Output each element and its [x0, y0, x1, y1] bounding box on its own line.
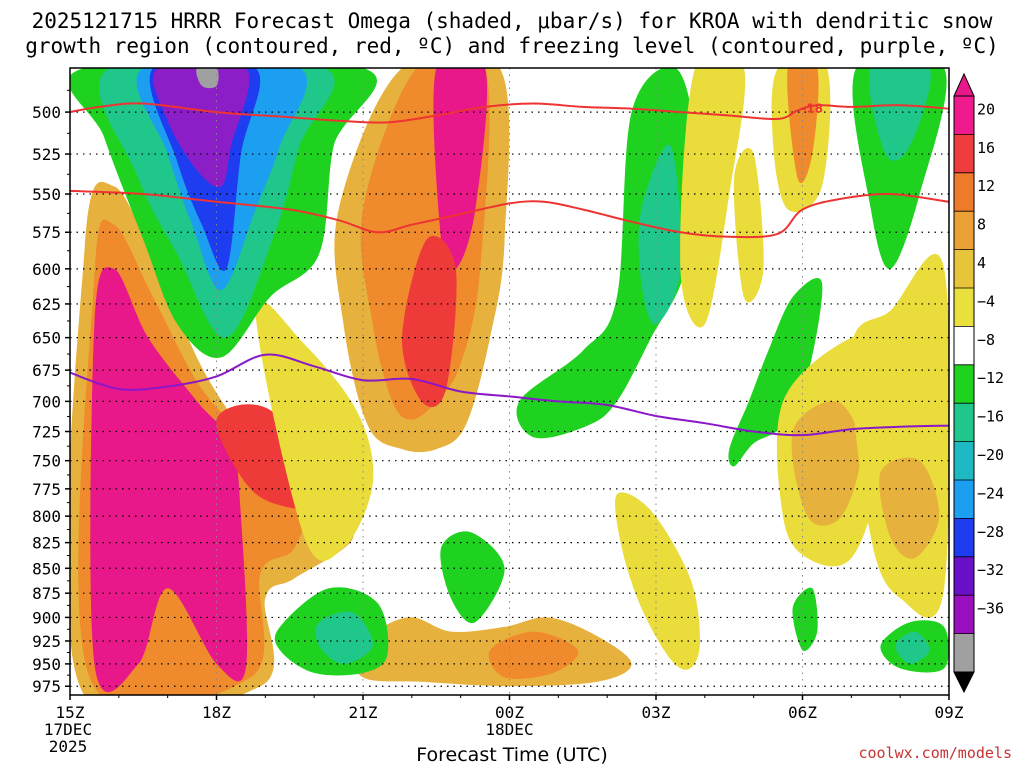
- colorbar-bin-4: [954, 249, 974, 289]
- y-tick-label: 900: [32, 608, 61, 627]
- y-tick-label: 925: [32, 632, 61, 651]
- omega-region-20: [516, 68, 696, 439]
- omega-region-25: [787, 68, 819, 184]
- y-tick-label: 525: [32, 145, 61, 164]
- x-tick-label: 21Z: [349, 703, 378, 722]
- y-tick-label: 675: [32, 361, 61, 380]
- x-tick-sublabel: 18DEC: [485, 720, 533, 739]
- omega-region-27: [615, 492, 700, 670]
- colorbar-bin-11: [954, 518, 974, 558]
- colorbar-bin-0: [954, 96, 974, 135]
- colorbar-label: −20: [977, 446, 1004, 464]
- colorbar-label: −28: [977, 523, 1004, 541]
- omega-region-31: [879, 457, 940, 559]
- chart-title-line-2: growth region (contoured, red, ºC) and f…: [25, 34, 999, 58]
- colorbar-label: −8: [977, 331, 995, 349]
- y-tick-label: 950: [32, 655, 61, 674]
- x-tick-label: 03Z: [642, 703, 671, 722]
- omega-region-16: [488, 631, 579, 679]
- y-tick-label: 625: [32, 295, 61, 314]
- colorbar-label: 4: [977, 254, 986, 272]
- dendritic-contour-1: [70, 189, 949, 239]
- pressure-axis: 500 525 550 575 600 625 650 675 700 725 750 775 800 8…: [32, 89, 70, 696]
- omega-region-30: [850, 253, 949, 618]
- y-tick-label: 550: [32, 185, 61, 204]
- colorbar-bin-8: [954, 403, 974, 442]
- omega-region-23: [733, 148, 764, 303]
- colorbar-frame: [953, 95, 975, 673]
- omega-region-22: [680, 68, 746, 328]
- colorbar-bin-3: [954, 211, 974, 250]
- omega-region-19: [440, 531, 505, 624]
- colorbar-bin-7: [954, 364, 974, 404]
- x-tick-label: 15Z: [56, 703, 85, 722]
- temperature-contours: -18: [70, 102, 949, 437]
- omega-region-33: [868, 68, 931, 161]
- x-tick-sublabel: 17DEC: [44, 720, 92, 739]
- omega-region-10: [196, 68, 219, 89]
- y-tick-label: 725: [32, 423, 61, 442]
- dendritic-contour-label: -18: [801, 102, 823, 116]
- site-credit: coolwx.com/models: [858, 744, 1012, 762]
- y-tick-label: 600: [32, 260, 61, 279]
- grid-lines: [70, 68, 949, 695]
- colorbar-label: 12: [977, 177, 995, 195]
- y-tick-label: 775: [32, 480, 61, 499]
- omega-region-35: [895, 631, 930, 664]
- omega-region-13: [433, 68, 487, 272]
- colorbar-label: −4: [977, 292, 995, 310]
- y-tick-label: 700: [32, 392, 61, 411]
- omega-region-36: [792, 587, 818, 651]
- omega-region-26: [728, 278, 823, 467]
- colorbar-top-arrow: [953, 72, 975, 97]
- x-tick-sublabel: 2025: [49, 737, 88, 756]
- colorbar-bin-6: [954, 326, 974, 366]
- omega-region-29: [791, 400, 862, 526]
- freezing-level-contour: [70, 353, 949, 437]
- colorbar-bin-10: [954, 480, 974, 519]
- omega-region-2: [90, 267, 248, 693]
- chart-title-line-1: 2025121715 HRRR Forecast Omega (shaded, …: [31, 9, 993, 33]
- x-tick-label: 09Z: [935, 703, 964, 722]
- y-tick-label: 750: [32, 452, 61, 471]
- colorbar-bottom-arrow: [953, 671, 975, 694]
- dendritic-contour-0: [70, 102, 949, 124]
- colorbar-label: −12: [977, 369, 1004, 387]
- omega-region-4: [255, 300, 374, 561]
- colorbar-label: 8: [977, 216, 986, 234]
- colorbar-bin-9: [954, 441, 974, 481]
- omega-region-18: [315, 611, 373, 664]
- omega-shading: [70, 68, 949, 695]
- y-tick-label: 575: [32, 223, 61, 242]
- colorbar-bin-13: [954, 595, 974, 634]
- colorbar-bin-12: [954, 556, 974, 596]
- y-tick-label: 850: [32, 559, 61, 578]
- colorbar-bin-5: [954, 288, 974, 327]
- colorbar-label: 16: [977, 139, 995, 157]
- colorbar-bin-2: [954, 172, 974, 212]
- y-tick-label: 800: [32, 507, 61, 526]
- colorbar-label: −24: [977, 484, 1004, 502]
- y-tick-label: 500: [32, 103, 61, 122]
- x-axis-label: Forecast Time (UTC): [416, 744, 608, 766]
- colorbar-bin-14: [954, 633, 974, 673]
- x-tick-label: 00Z: [495, 703, 524, 722]
- x-tick-label: 18Z: [202, 703, 231, 722]
- y-tick-label: 650: [32, 329, 61, 348]
- y-tick-label: 875: [32, 584, 61, 603]
- colorbar-label: −32: [977, 561, 1004, 579]
- omega-colorbar: 20 16 12 8 4 −4 −8 −12 −16 −20 −24 −28 −32 −36: [953, 72, 1004, 694]
- omega-region-14: [402, 235, 457, 408]
- colorbar-label: −16: [977, 408, 1004, 426]
- omega-region-21: [638, 144, 682, 325]
- x-tick-label: 06Z: [788, 703, 817, 722]
- y-tick-label: 975: [32, 677, 61, 696]
- colorbar-label: 20: [977, 100, 995, 118]
- colorbar-bin-1: [954, 134, 974, 174]
- colorbar-label: −36: [977, 600, 1004, 618]
- y-tick-label: 825: [32, 534, 61, 553]
- omega-region-9: [153, 68, 250, 188]
